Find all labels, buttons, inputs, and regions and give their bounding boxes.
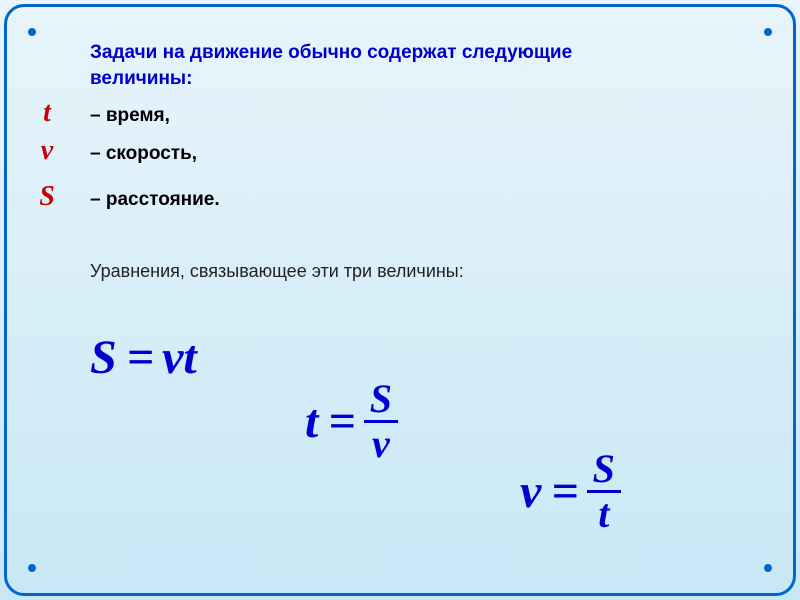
var-symbol-t: t — [32, 97, 62, 129]
var-desc-t: – время, — [90, 105, 170, 127]
frame-edge — [4, 44, 7, 556]
content-area: Задачи на движение обычно содержат следу… — [90, 40, 740, 282]
fraction: S t — [587, 450, 621, 533]
fraction-numerator: S — [364, 380, 398, 420]
frame-dot — [28, 28, 36, 36]
frame-dot — [764, 28, 772, 36]
formula-lhs: S — [90, 330, 117, 385]
formula-lhs: v — [520, 464, 541, 519]
equals-sign: = — [127, 330, 154, 385]
fraction-denominator: t — [592, 493, 615, 533]
title-line-1: Задачи на движение обычно содержат следу… — [90, 40, 740, 66]
frame-edge — [44, 593, 756, 596]
formula-lhs: t — [305, 394, 318, 449]
frame-edge — [44, 4, 756, 7]
var-row-t: t – время, — [90, 97, 740, 129]
var-desc-v: – скорость, — [90, 143, 197, 165]
frame-dot — [764, 564, 772, 572]
formula-v-eq-s-over-t: v = S t — [520, 450, 621, 533]
var-symbol-v: v — [32, 135, 62, 167]
equals-sign: = — [328, 394, 355, 449]
fraction-denominator: v — [366, 423, 396, 463]
fraction: S v — [364, 380, 398, 463]
equals-sign: = — [551, 464, 578, 519]
formula-s-eq-vt: S = vt — [90, 330, 197, 385]
frame-dot — [28, 564, 36, 572]
formula-t-eq-s-over-v: t = S v — [305, 380, 398, 463]
frame-edge — [793, 44, 796, 556]
frame-corner — [756, 556, 796, 596]
fraction-numerator: S — [587, 450, 621, 490]
var-row-s: S – расстояние. — [90, 181, 740, 213]
title-line-2: величины: — [90, 66, 740, 92]
frame-corner — [756, 4, 796, 44]
formula-rhs: vt — [162, 330, 197, 385]
equations-subtitle: Уравнения, связывающее эти три величины: — [90, 261, 740, 282]
var-row-v: v – скорость, — [90, 135, 740, 167]
var-desc-s: – расстояние. — [90, 189, 220, 211]
frame-corner — [4, 4, 44, 44]
var-symbol-s: S — [32, 181, 62, 213]
frame-corner — [4, 556, 44, 596]
